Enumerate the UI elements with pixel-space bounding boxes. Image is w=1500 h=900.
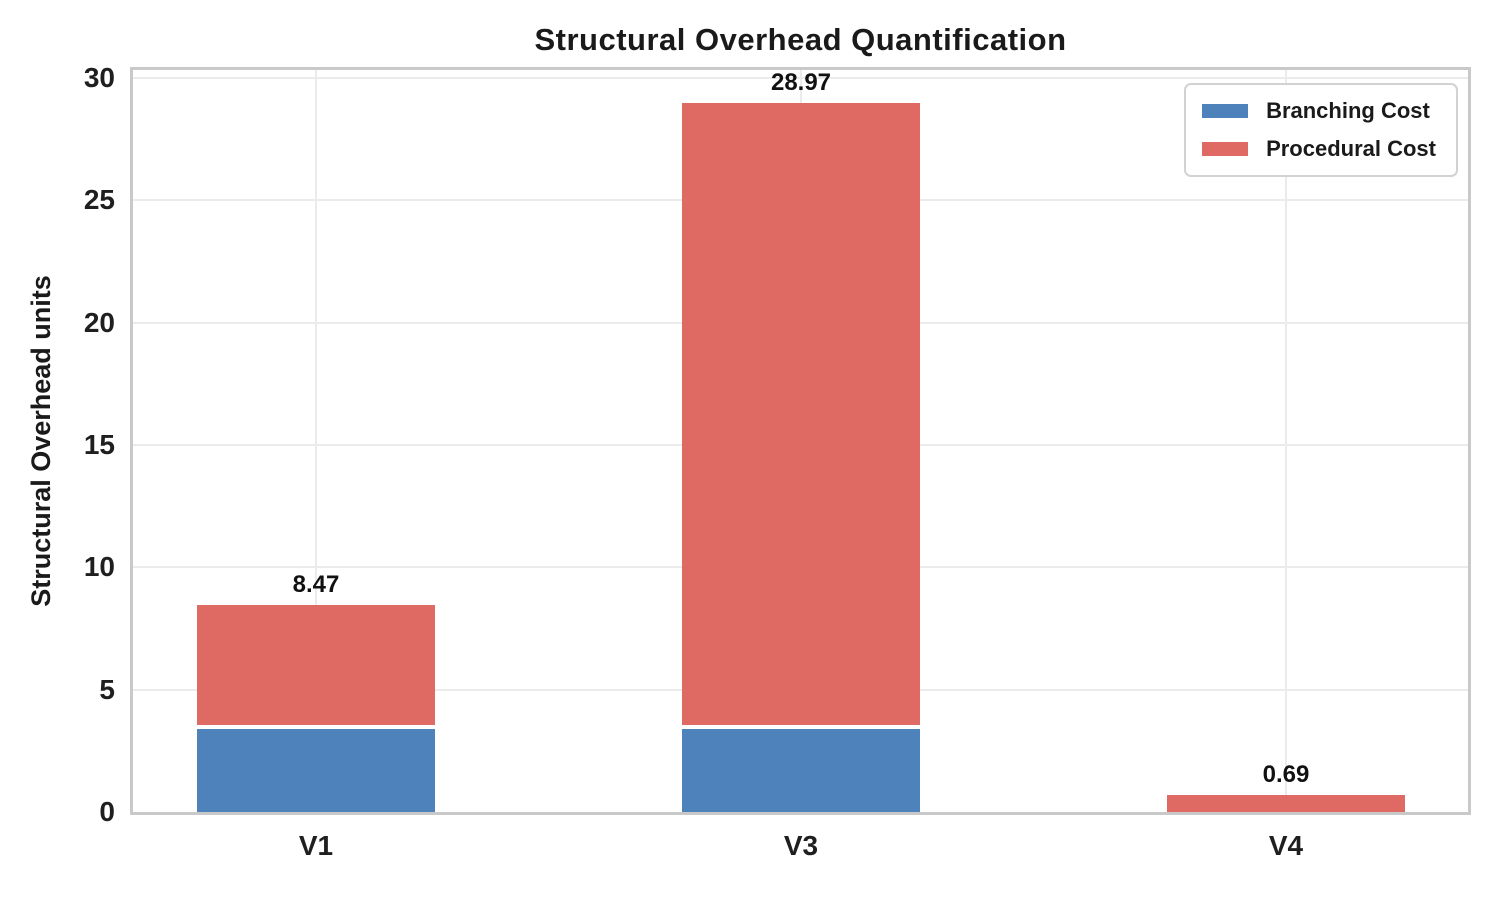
bar-segment-branching-v3 xyxy=(682,728,920,812)
legend-swatch-branching-cost xyxy=(1202,104,1249,118)
bar-total-label-v4: 0.69 xyxy=(1262,761,1310,789)
chart-title: Structural Overhead Quantification xyxy=(534,22,1067,57)
bar-segment-procedural-v4 xyxy=(1167,795,1405,812)
y-tick-label-25: 25 xyxy=(83,184,115,216)
x-tick-label-v1: V1 xyxy=(298,830,334,861)
x-tick-label-v4: V4 xyxy=(1268,830,1304,861)
gridline-v-v1 xyxy=(315,70,317,812)
y-tick-label-20: 20 xyxy=(83,306,115,338)
x-tick-label-v3: V3 xyxy=(783,830,819,861)
legend-item-branching-cost: Branching Cost xyxy=(1202,98,1436,124)
legend-item-procedural-cost: Procedural Cost xyxy=(1202,136,1436,162)
bar-total-label-v1: 8.47 xyxy=(292,570,340,598)
legend-label-branching-cost: Branching Cost xyxy=(1266,98,1430,123)
bar-segment-branching-v1 xyxy=(197,728,435,812)
plot-area: Branching Cost Procedural Cost 8.47 28.97… xyxy=(130,67,1471,815)
y-tick-label-30: 30 xyxy=(83,62,115,93)
y-tick-label-10: 10 xyxy=(83,551,115,583)
legend: Branching Cost Procedural Cost xyxy=(1184,83,1458,177)
legend-swatch-procedural-cost xyxy=(1202,142,1249,156)
y-tick-label-5: 5 xyxy=(99,673,115,705)
legend-label-procedural-cost: Procedural Cost xyxy=(1266,136,1436,161)
y-tick-label-0: 0 xyxy=(99,796,115,827)
gridline-v-v4 xyxy=(1285,70,1287,812)
bar-total-label-v3: 28.97 xyxy=(770,69,832,97)
bar-segment-procedural-v1 xyxy=(197,604,435,729)
y-tick-label-15: 15 xyxy=(83,429,115,460)
bar-segment-procedural-v3 xyxy=(682,103,920,729)
